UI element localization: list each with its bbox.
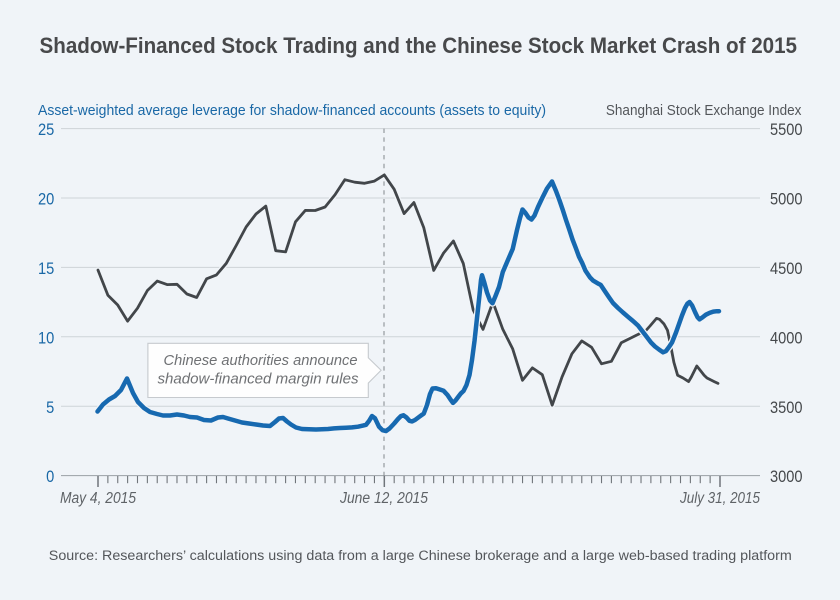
svg-text:5000: 5000 bbox=[770, 191, 803, 209]
svg-text:shadow-financed margin rules: shadow-financed margin rules bbox=[158, 371, 359, 388]
svg-text:20: 20 bbox=[38, 191, 54, 209]
svg-text:10: 10 bbox=[38, 329, 54, 347]
svg-text:3500: 3500 bbox=[770, 399, 803, 417]
svg-text:0: 0 bbox=[46, 468, 54, 486]
svg-text:July 31, 2015: July 31, 2015 bbox=[679, 490, 760, 507]
svg-text:Shanghai Stock Exchange Index: Shanghai Stock Exchange Index bbox=[606, 103, 802, 119]
svg-text:3000: 3000 bbox=[770, 468, 803, 486]
svg-text:25: 25 bbox=[38, 121, 54, 139]
svg-text:May 4, 2015: May 4, 2015 bbox=[60, 490, 136, 507]
svg-text:4000: 4000 bbox=[770, 329, 803, 347]
svg-text:Shadow-Financed Stock Trading: Shadow-Financed Stock Trading and the Ch… bbox=[40, 33, 798, 58]
svg-text:Asset-weighted average leverag: Asset-weighted average leverage for shad… bbox=[38, 103, 546, 119]
svg-text:Source: Researchers’ calculati: Source: Researchers’ calculations using … bbox=[49, 548, 792, 564]
svg-text:June 12, 2015: June 12, 2015 bbox=[339, 490, 428, 507]
svg-text:15: 15 bbox=[38, 260, 54, 278]
svg-text:Chinese authorities announce: Chinese authorities announce bbox=[164, 352, 358, 369]
svg-text:5500: 5500 bbox=[770, 121, 803, 139]
svg-text:4500: 4500 bbox=[770, 260, 803, 278]
svg-text:5: 5 bbox=[46, 399, 54, 417]
